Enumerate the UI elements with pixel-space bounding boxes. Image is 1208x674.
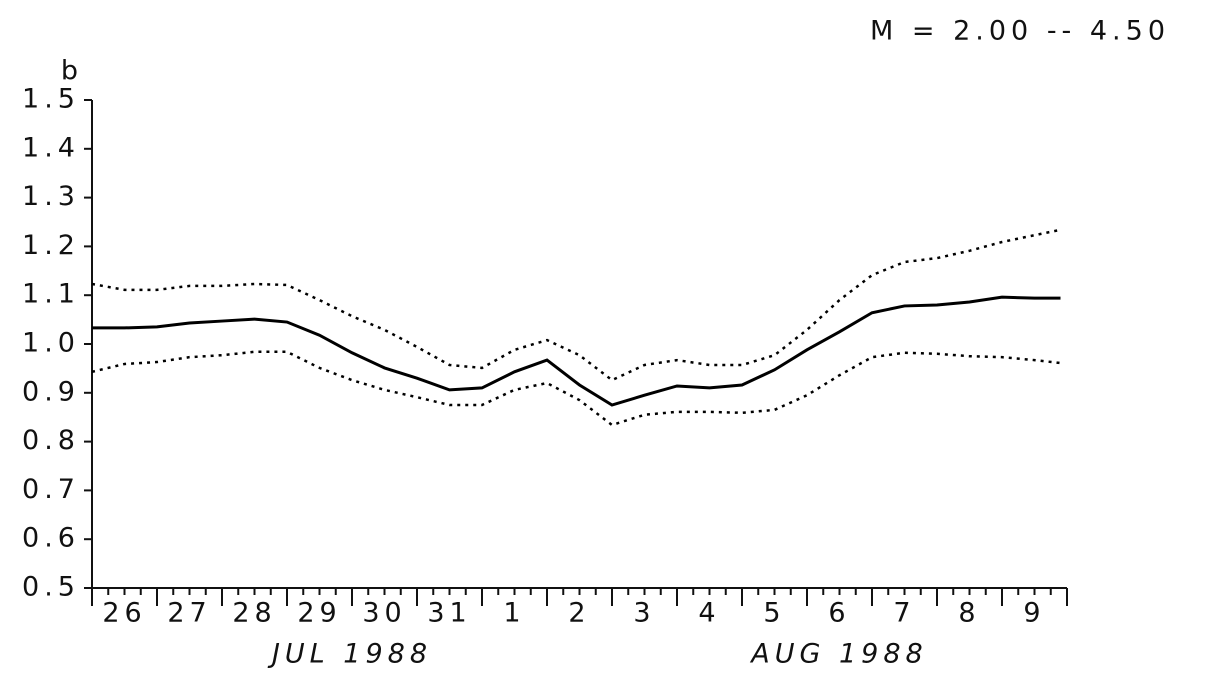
x-tick-label: 4	[698, 598, 720, 629]
x-tick-label: 7	[893, 598, 915, 629]
x-tick-label: 31	[427, 598, 471, 629]
x-tick-label: 1	[503, 598, 525, 629]
x-tick-label: 29	[297, 598, 341, 629]
x-tick-label: 28	[232, 598, 276, 629]
y-tick-label: 1.4	[22, 132, 80, 163]
x-group-label: AUG 1988	[749, 639, 927, 670]
y-tick-label: 0.9	[22, 376, 80, 407]
y-tick-label: 1.2	[22, 230, 80, 261]
x-tick-label: 27	[167, 598, 211, 629]
y-tick-label: 1.1	[22, 279, 80, 310]
chart-title: M = 2.00 -- 4.50	[870, 16, 1170, 47]
x-tick-label: 30	[362, 598, 406, 629]
x-tick-label: 8	[958, 598, 980, 629]
y-tick-label: 0.5	[22, 572, 80, 603]
confidence-line	[91, 350, 1061, 427]
x-tick-label: 6	[828, 598, 850, 629]
x-tick-label: 26	[102, 598, 146, 629]
y-tick-label: 0.6	[22, 523, 80, 554]
y-tick-label: 0.8	[22, 425, 80, 456]
y-tick-label: 1.5	[22, 84, 80, 115]
x-group-label: JUL 1988	[267, 639, 432, 670]
y-tick-label: 0.7	[22, 474, 80, 505]
y-axis-label: b	[61, 56, 83, 87]
x-tick-label: 5	[763, 598, 785, 629]
y-tick-label: 1.0	[22, 328, 80, 359]
x-tick-label: 2	[568, 598, 590, 629]
x-tick-label: 9	[1023, 598, 1045, 629]
y-tick-label: 1.3	[22, 181, 80, 212]
x-tick-label: 3	[633, 598, 655, 629]
data-line	[92, 295, 1061, 407]
